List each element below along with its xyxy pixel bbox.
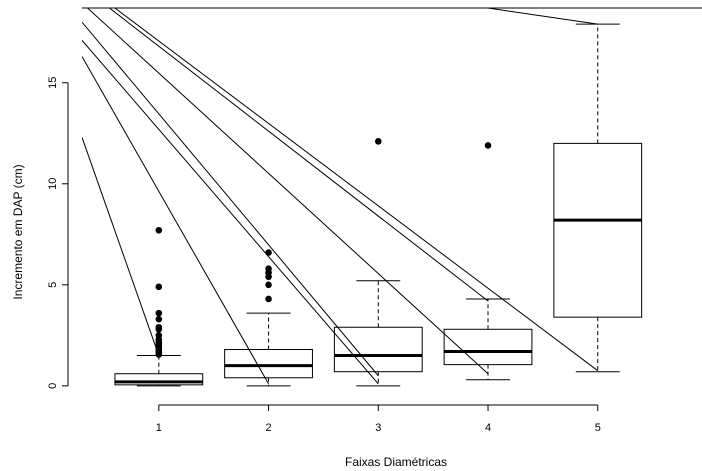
plot-content	[82, 8, 643, 387]
outlier-point	[484, 142, 492, 149]
x-tick-label: 1	[156, 422, 162, 434]
plot-area	[82, 7, 702, 387]
outlier-point	[155, 332, 163, 339]
y-axis: 0 5 10 15	[47, 77, 69, 389]
overlay-line	[87, 8, 489, 375]
overlay-line	[82, 40, 379, 385]
outlier-point	[155, 283, 163, 291]
box-4	[443, 142, 533, 381]
box-body	[114, 373, 204, 386]
box-body	[443, 328, 533, 366]
overlay-line	[114, 8, 599, 372]
outlier-point	[374, 138, 382, 145]
overlay-line	[82, 56, 269, 385]
x-tick-label: 3	[375, 422, 381, 434]
box-1	[114, 226, 204, 387]
x-axis-title: Faixas Diamétricas	[345, 455, 447, 469]
outlier-point	[265, 295, 272, 303]
x-tick-label: 5	[595, 422, 601, 434]
box-body	[553, 142, 643, 318]
outlier-point	[155, 309, 163, 317]
overlay-line	[487, 8, 598, 25]
overlay-line	[82, 137, 160, 356]
overlay-line	[82, 21, 379, 377]
y-tick-label: 10	[47, 178, 59, 190]
y-tick-label: 15	[47, 77, 59, 89]
y-tick-label: 0	[47, 383, 59, 389]
outlier-point	[265, 249, 272, 256]
overlay-line	[109, 8, 489, 302]
y-axis-title: Incremento em DAP (cm)	[11, 164, 25, 299]
x-axis: 1 2 3 4 5	[156, 404, 601, 434]
outlier-point	[265, 265, 272, 272]
box-body	[333, 326, 423, 373]
y-tick-label: 5	[47, 282, 59, 288]
x-tick-label: 4	[485, 422, 491, 434]
box-5	[553, 23, 643, 373]
outlier-point	[265, 281, 272, 289]
outlier-point	[155, 315, 163, 323]
box-2	[224, 249, 313, 387]
outlier-point	[155, 323, 163, 331]
box-body	[224, 348, 313, 379]
x-tick-label: 2	[265, 422, 271, 434]
outlier-point	[155, 226, 163, 234]
